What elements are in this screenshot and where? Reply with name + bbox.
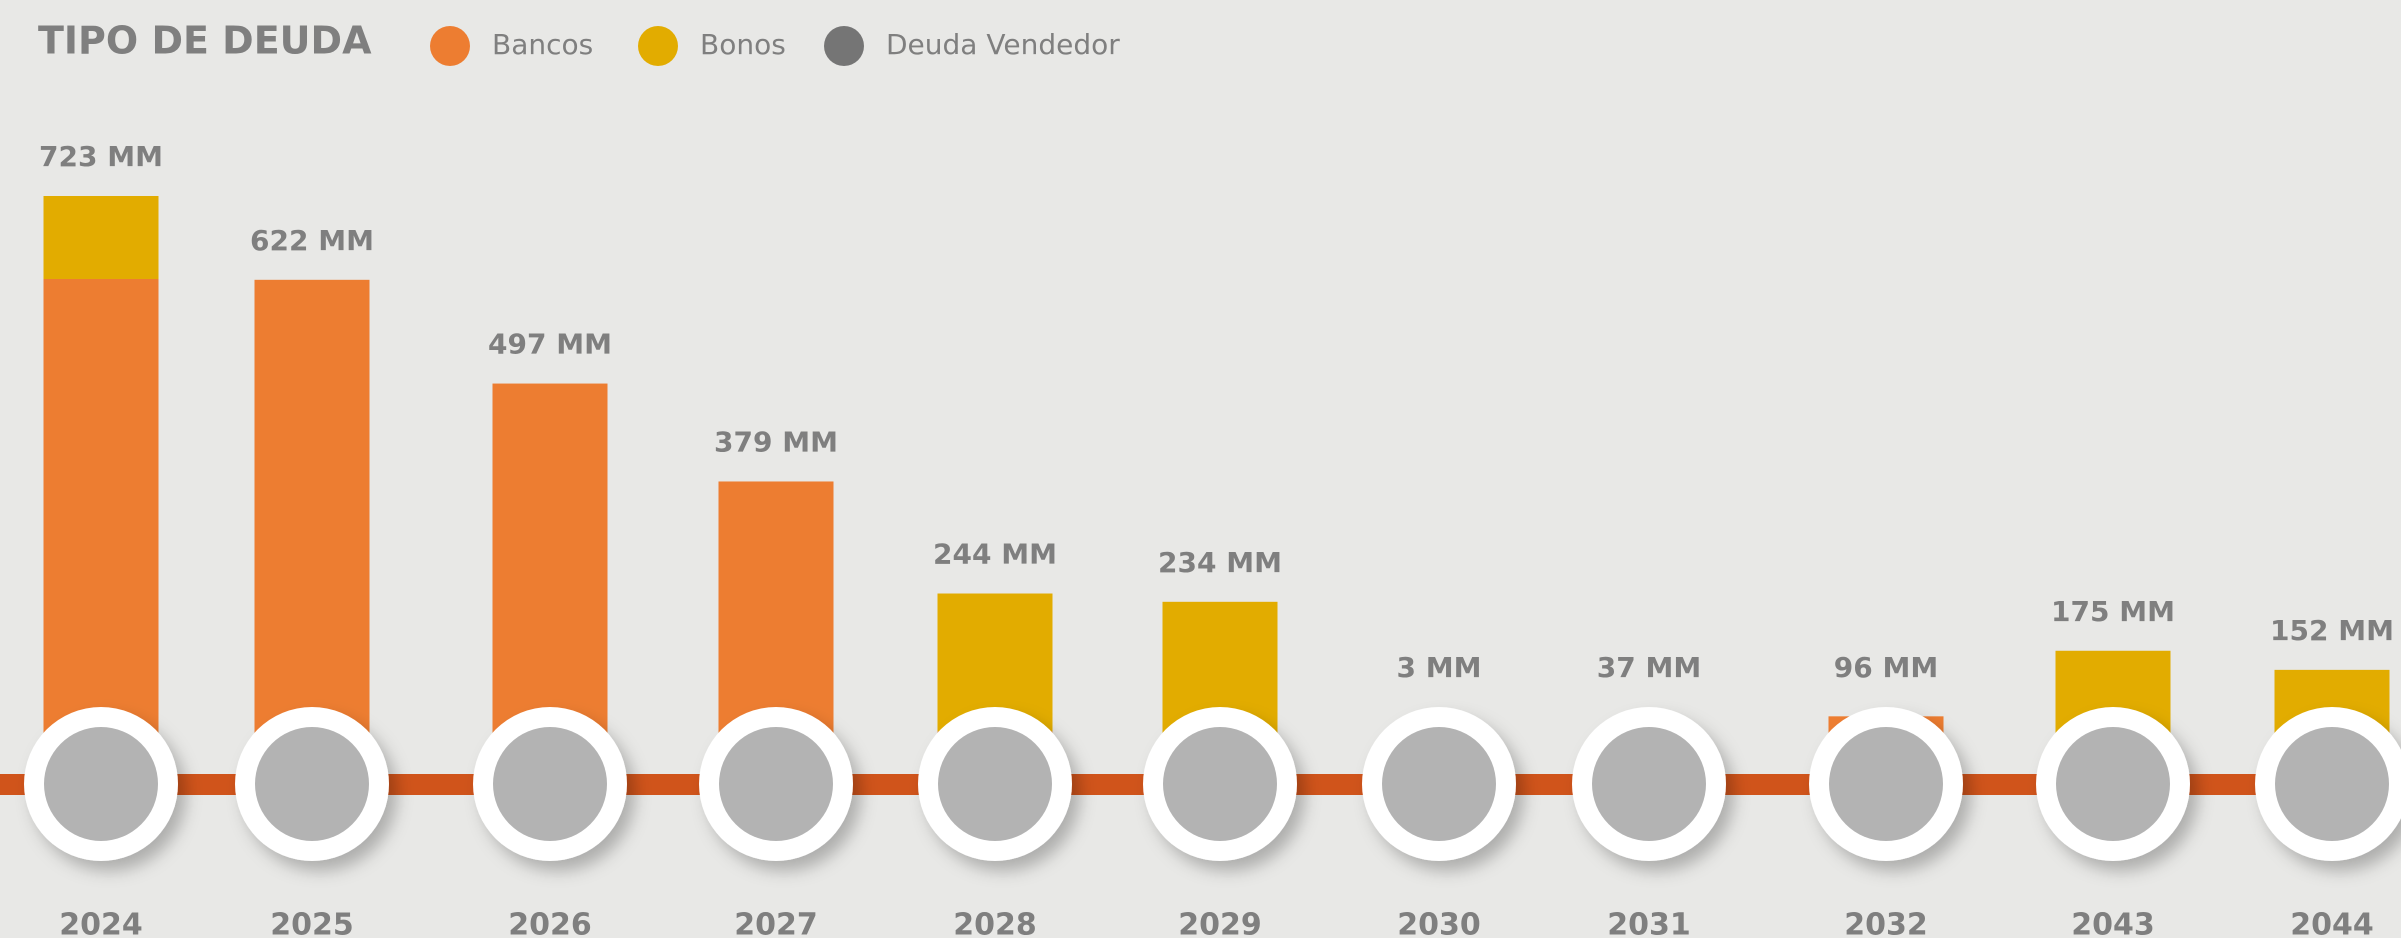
- marker-dot: [938, 727, 1052, 841]
- x-tick-label: 2032: [1844, 908, 1928, 938]
- value-label: 37 MM: [1597, 651, 1701, 684]
- x-tick-label: 2044: [2290, 908, 2374, 938]
- marker-dot: [255, 727, 369, 841]
- marker-dot: [2275, 727, 2389, 841]
- x-tick-label: 2027: [734, 908, 818, 938]
- value-label: 234 MM: [1158, 546, 1282, 579]
- marker-dot: [493, 727, 607, 841]
- chart-title: TIPO DE DEUDA: [38, 19, 372, 63]
- legend-label: Bancos: [492, 28, 593, 61]
- value-label: 152 MM: [2270, 614, 2394, 647]
- value-label: 3 MM: [1397, 651, 1482, 684]
- x-tick-label: 2025: [270, 908, 354, 938]
- legend-label: Deuda Vendedor: [886, 28, 1120, 61]
- legend-label: Bonos: [700, 28, 786, 61]
- marker-dot: [1829, 727, 1943, 841]
- value-label: 622 MM: [250, 224, 374, 257]
- x-tick-label: 2024: [59, 908, 143, 938]
- marker-dot: [1592, 727, 1706, 841]
- marker-dot: [1163, 727, 1277, 841]
- value-label: 723 MM: [39, 140, 163, 173]
- marker-dot: [1382, 727, 1496, 841]
- marker-dot: [44, 727, 158, 841]
- value-label: 244 MM: [933, 538, 1057, 571]
- x-tick-label: 2029: [1178, 908, 1262, 938]
- x-tick-label: 2026: [508, 908, 592, 938]
- bar-segment: [43, 196, 159, 279]
- legend-swatch: [824, 26, 864, 66]
- x-tick-label: 2043: [2071, 908, 2155, 938]
- value-label: 497 MM: [488, 328, 612, 361]
- value-label: 96 MM: [1834, 651, 1938, 684]
- legend-swatch: [638, 26, 678, 66]
- x-tick-label: 2030: [1397, 908, 1481, 938]
- value-label: 379 MM: [714, 425, 838, 458]
- marker-dot: [719, 727, 833, 841]
- x-tick-label: 2031: [1607, 908, 1691, 938]
- legend-swatch: [430, 26, 470, 66]
- value-label: 175 MM: [2051, 595, 2175, 628]
- marker-dot: [2056, 727, 2170, 841]
- x-tick-label: 2028: [953, 908, 1037, 938]
